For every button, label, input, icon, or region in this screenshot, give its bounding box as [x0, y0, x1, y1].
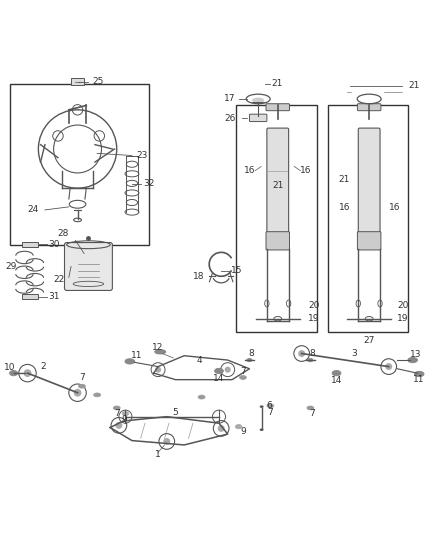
Text: 11: 11	[131, 351, 142, 360]
Text: 8: 8	[249, 349, 254, 358]
Ellipse shape	[198, 395, 205, 399]
Ellipse shape	[252, 98, 264, 103]
Ellipse shape	[215, 368, 223, 374]
Ellipse shape	[260, 405, 264, 408]
Ellipse shape	[408, 358, 417, 362]
Bar	[10, 84, 149, 245]
FancyBboxPatch shape	[71, 78, 84, 85]
Ellipse shape	[247, 358, 252, 362]
Text: 14: 14	[331, 376, 342, 385]
Text: 21: 21	[408, 82, 420, 91]
Ellipse shape	[125, 359, 134, 364]
Circle shape	[163, 438, 170, 445]
FancyBboxPatch shape	[22, 294, 38, 299]
Ellipse shape	[122, 411, 129, 416]
Text: 7: 7	[114, 409, 120, 418]
Text: 19: 19	[308, 314, 320, 323]
Text: 27: 27	[364, 336, 375, 345]
Text: 28: 28	[57, 229, 69, 238]
Circle shape	[225, 367, 231, 373]
Circle shape	[74, 389, 81, 397]
Text: 12: 12	[152, 343, 164, 352]
Text: 30: 30	[48, 240, 60, 249]
FancyBboxPatch shape	[357, 104, 381, 111]
Text: 16: 16	[339, 203, 350, 212]
Text: 21: 21	[271, 79, 283, 88]
Text: 7: 7	[79, 373, 85, 382]
FancyBboxPatch shape	[357, 232, 381, 250]
Text: 20: 20	[308, 301, 320, 310]
Text: 2: 2	[40, 362, 46, 371]
Text: 3: 3	[351, 349, 357, 358]
Ellipse shape	[10, 370, 18, 376]
FancyBboxPatch shape	[64, 243, 113, 290]
FancyBboxPatch shape	[358, 128, 380, 235]
Text: 16: 16	[244, 166, 255, 175]
Bar	[237, 106, 317, 332]
Ellipse shape	[113, 406, 120, 410]
Text: 31: 31	[48, 292, 60, 301]
Text: 15: 15	[231, 266, 242, 276]
Text: 29: 29	[5, 262, 17, 271]
Text: 19: 19	[397, 314, 409, 323]
Text: 7: 7	[268, 408, 273, 417]
Text: 7: 7	[240, 367, 246, 376]
Text: 11: 11	[413, 375, 425, 384]
Circle shape	[218, 425, 225, 432]
Ellipse shape	[240, 376, 247, 379]
Ellipse shape	[94, 393, 101, 397]
Text: 21: 21	[272, 181, 283, 190]
Text: 20: 20	[397, 301, 409, 310]
Circle shape	[24, 369, 32, 377]
Text: 14: 14	[213, 374, 225, 383]
Text: 21: 21	[339, 175, 350, 184]
FancyBboxPatch shape	[22, 241, 38, 247]
Circle shape	[298, 350, 305, 357]
FancyBboxPatch shape	[266, 232, 290, 250]
FancyBboxPatch shape	[266, 104, 290, 111]
Text: 16: 16	[389, 203, 400, 212]
Text: 6: 6	[267, 401, 272, 410]
Text: 9: 9	[121, 415, 127, 424]
FancyBboxPatch shape	[250, 114, 267, 122]
Text: 7: 7	[310, 409, 315, 418]
Ellipse shape	[260, 429, 264, 431]
Text: 22: 22	[53, 275, 64, 284]
Text: 25: 25	[93, 77, 104, 86]
Text: 13: 13	[410, 350, 422, 359]
Text: 32: 32	[143, 179, 154, 188]
Circle shape	[116, 422, 122, 429]
Text: 1: 1	[155, 450, 161, 459]
Text: 24: 24	[27, 205, 39, 214]
Text: 5: 5	[173, 408, 178, 417]
Text: 10: 10	[4, 363, 16, 372]
Text: 16: 16	[300, 166, 312, 175]
Text: 17: 17	[224, 94, 236, 103]
Ellipse shape	[414, 372, 424, 377]
Text: 26: 26	[224, 114, 236, 123]
Ellipse shape	[78, 384, 85, 388]
Ellipse shape	[235, 424, 242, 429]
Ellipse shape	[308, 358, 313, 362]
Ellipse shape	[332, 370, 341, 376]
Text: 4: 4	[197, 356, 202, 365]
Ellipse shape	[155, 350, 166, 354]
Text: 9: 9	[240, 427, 246, 437]
Ellipse shape	[307, 406, 314, 410]
Ellipse shape	[267, 404, 274, 408]
Circle shape	[155, 367, 161, 373]
Text: 23: 23	[136, 151, 148, 160]
Text: 18: 18	[193, 272, 205, 280]
Text: 8: 8	[310, 349, 315, 358]
Bar	[328, 106, 408, 332]
Circle shape	[385, 363, 392, 370]
FancyBboxPatch shape	[267, 128, 289, 235]
